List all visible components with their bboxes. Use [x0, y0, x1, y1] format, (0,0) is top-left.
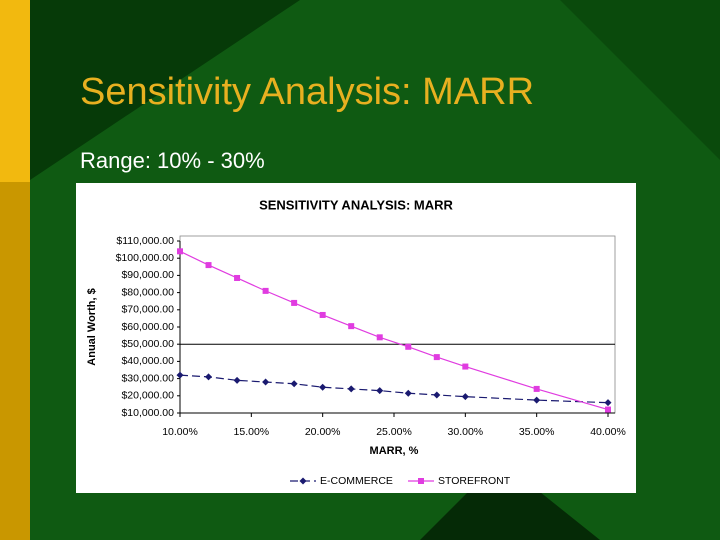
marker: [433, 354, 440, 361]
slide-subtitle: Range: 10% - 30%: [80, 148, 265, 173]
slide-title: Sensitivity Analysis: MARR: [80, 71, 534, 113]
marker: [177, 248, 183, 255]
legend-label: E-COMMERCE: [320, 475, 393, 487]
chart-title: SENSITIVITY ANALYSIS: MARR: [259, 197, 453, 212]
marker: [533, 396, 541, 404]
y-tick-label: $80,000.00: [121, 286, 174, 298]
y-tick-label: $40,000.00: [121, 355, 174, 367]
marker: [205, 373, 213, 381]
y-tick-label: $90,000.00: [121, 269, 174, 281]
y-tick-label: $100,000.00: [116, 252, 175, 264]
x-tick-label: 30.00%: [448, 426, 484, 438]
marker: [604, 399, 612, 407]
x-tick-label: 15.00%: [234, 426, 270, 438]
background-shape: [420, 460, 600, 540]
side-bar: [0, 0, 30, 182]
marker: [319, 311, 326, 318]
background-shape: [300, 0, 720, 160]
marker: [461, 393, 469, 401]
x-tick-label: 10.00%: [162, 426, 198, 438]
marker: [299, 477, 307, 485]
y-tick-label: $110,000.00: [116, 235, 174, 247]
marker: [418, 478, 424, 484]
marker: [291, 299, 298, 306]
marker: [234, 274, 241, 281]
marker: [290, 380, 298, 388]
marker: [533, 385, 540, 392]
x-tick-label: 20.00%: [305, 426, 341, 438]
marker: [605, 406, 611, 413]
marker: [348, 323, 355, 330]
x-tick-label: 35.00%: [519, 426, 555, 438]
marker: [462, 363, 469, 370]
y-tick-label: $60,000.00: [121, 321, 174, 333]
marker: [404, 389, 412, 397]
marker: [347, 385, 355, 393]
side-bar: [0, 182, 30, 540]
marker: [405, 343, 412, 350]
marker: [319, 383, 327, 391]
x-tick-label: 25.00%: [376, 426, 412, 438]
marker: [376, 334, 383, 341]
x-axis-title: MARR, %: [370, 445, 419, 457]
marker: [205, 262, 212, 269]
marker: [176, 371, 184, 379]
marker: [433, 391, 441, 399]
y-tick-label: $20,000.00: [121, 390, 174, 402]
marker: [262, 287, 269, 294]
chart-area: [76, 183, 636, 493]
y-tick-label: $30,000.00: [121, 372, 174, 384]
background-shape: [30, 0, 300, 180]
x-tick-label: 40.00%: [590, 426, 626, 438]
marker: [233, 376, 241, 384]
marker: [262, 378, 270, 386]
y-tick-label: $10,000.00: [121, 407, 174, 419]
legend-label: STOREFRONT: [438, 475, 511, 487]
y-tick-label: $70,000.00: [121, 304, 174, 316]
marker: [376, 387, 384, 395]
y-axis-title: Anual Worth, $: [86, 288, 98, 365]
y-tick-label: $50,000.00: [121, 338, 174, 350]
